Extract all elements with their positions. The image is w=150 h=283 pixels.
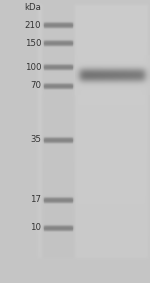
- Text: 210: 210: [25, 20, 41, 29]
- Text: 17: 17: [30, 196, 41, 205]
- Text: 10: 10: [30, 224, 41, 233]
- Text: 35: 35: [30, 136, 41, 145]
- Text: kDa: kDa: [24, 3, 41, 12]
- Text: 150: 150: [25, 38, 41, 48]
- Text: 100: 100: [25, 63, 41, 72]
- Text: 70: 70: [30, 82, 41, 91]
